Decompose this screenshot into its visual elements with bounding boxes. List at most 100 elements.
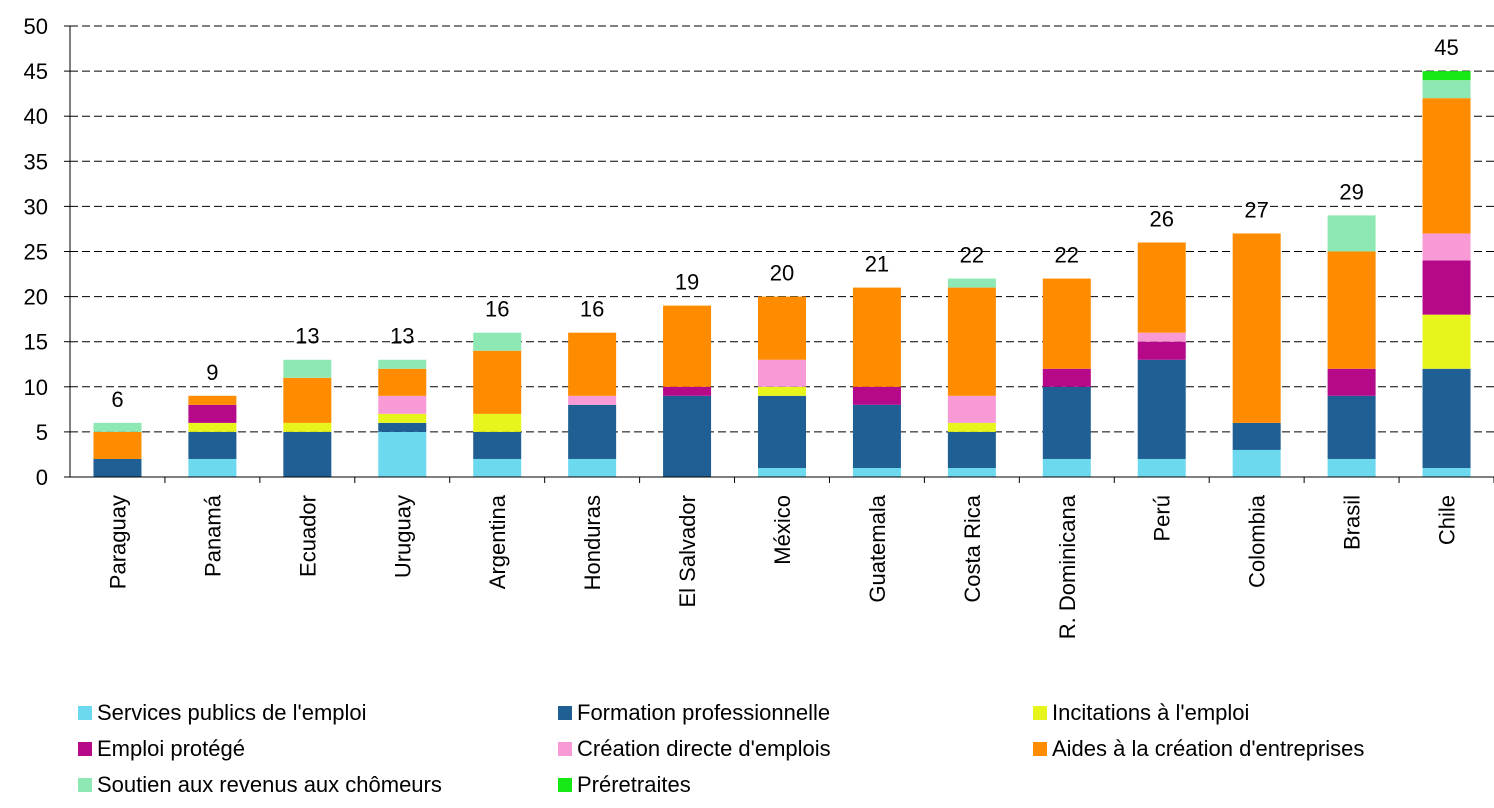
bar-segment	[852, 386, 901, 405]
legend-label: Soutien aux revenus aux chômeurs	[97, 772, 442, 797]
bar-segment	[568, 332, 617, 396]
bar-segment	[1137, 242, 1186, 333]
y-tick-label: 25	[24, 240, 48, 265]
total-label: 16	[485, 297, 509, 322]
bar-segment	[1327, 458, 1376, 477]
category-label: Uruguay	[390, 495, 415, 578]
bar-segment	[93, 458, 142, 477]
bar-segment	[1042, 368, 1091, 387]
bar-segment	[758, 467, 806, 477]
total-label: 20	[770, 261, 794, 286]
bar-segment	[188, 404, 237, 423]
total-label: 26	[1149, 206, 1173, 231]
bar-segment	[283, 359, 332, 378]
bar-segment	[1422, 98, 1471, 234]
bar-segment	[947, 395, 996, 423]
bars	[93, 71, 1471, 477]
bar-segment	[283, 377, 332, 423]
category-label: México	[770, 495, 795, 565]
stacked-bar-chart: 0 5 10 15 20 25 30 35 40 45 50 6 Paraguay 9 Panamá 13 Ec…	[24, 14, 1494, 639]
axes	[64, 25, 1494, 483]
category-label: Guatemala	[865, 494, 890, 602]
bar-segment	[378, 422, 427, 432]
bar-segment	[378, 359, 427, 369]
bar-segment	[93, 422, 142, 432]
bar-segment	[1137, 341, 1186, 360]
bar-segment	[852, 404, 901, 468]
y-tick-label: 15	[24, 330, 48, 355]
bar-segment	[1327, 215, 1376, 252]
total-label: 21	[865, 252, 889, 277]
legend-item: Création directe d'emplois	[558, 736, 831, 762]
bar-segment	[1042, 386, 1091, 459]
bar-segment	[663, 395, 712, 477]
bar-segment	[1042, 278, 1091, 369]
bar-segment	[758, 386, 806, 396]
legend-item: Formation professionnelle	[558, 700, 830, 726]
bar-segment	[1327, 368, 1376, 396]
legend-item: Incitations à l'emploi	[1033, 700, 1249, 726]
bar-segment	[283, 422, 332, 432]
total-label: 13	[295, 324, 319, 349]
bar-segment	[947, 467, 996, 477]
bar-segment	[188, 431, 237, 459]
bar-segment	[188, 458, 237, 477]
bar-segment	[568, 395, 617, 405]
y-tick-label: 50	[24, 14, 48, 39]
legend-label: Formation professionnelle	[577, 700, 831, 725]
bar-segment	[947, 431, 996, 468]
bar-segment	[378, 431, 427, 477]
category-label: Ecuador	[295, 495, 320, 577]
legend-swatch	[1033, 742, 1047, 756]
bar-segment	[1327, 251, 1376, 369]
bar-segment	[1137, 359, 1186, 459]
total-label: 19	[675, 270, 699, 295]
bar-segment	[663, 386, 712, 396]
category-label: Colombia	[1245, 494, 1270, 588]
y-tick-label: 20	[24, 285, 48, 310]
legend-swatch	[558, 778, 572, 792]
bar-segment	[283, 431, 332, 477]
bar-segment	[947, 422, 996, 432]
bar-segment	[188, 395, 237, 405]
legend-item: Préretraites	[558, 772, 691, 798]
legend-swatch	[1033, 706, 1047, 720]
legend-item: Aides à la création d'entreprises	[1033, 736, 1364, 762]
bar-segment	[93, 431, 142, 459]
bar-segment	[1137, 458, 1186, 477]
legend-swatch	[78, 778, 92, 792]
legend-label: Services publics de l'emploi	[97, 700, 367, 725]
bar-segment	[378, 413, 427, 423]
bar-segment	[473, 431, 522, 459]
legend-swatch	[558, 742, 572, 756]
bar-segment	[1422, 80, 1471, 99]
bar-segment	[1422, 71, 1471, 81]
bar-segment	[758, 359, 806, 387]
total-label: 9	[206, 360, 218, 385]
bar-segment	[852, 287, 901, 387]
category-label: R. Dominicana	[1055, 494, 1080, 639]
bar-segment	[758, 395, 806, 468]
category-label: Honduras	[580, 495, 605, 590]
bar-segment	[378, 395, 427, 414]
bar-segment	[947, 278, 996, 288]
y-tick-label: 40	[24, 104, 48, 129]
legend-label: Incitations à l'emploi	[1052, 700, 1250, 725]
bar-segment	[1137, 332, 1186, 342]
y-tick-label: 30	[24, 194, 48, 219]
bar-segment	[568, 404, 617, 459]
bar-segment	[568, 458, 617, 477]
y-tick-label: 10	[24, 375, 48, 400]
total-label: 45	[1434, 35, 1458, 60]
total-label: 6	[111, 387, 123, 412]
y-tick-label: 0	[36, 465, 48, 490]
bar-segment	[1042, 458, 1091, 477]
bar-segment	[1327, 395, 1376, 459]
total-label: 16	[580, 297, 604, 322]
bar-segment	[473, 458, 522, 477]
bar-segment	[1422, 233, 1471, 261]
bar-segment	[378, 368, 427, 396]
category-label: Argentina	[485, 494, 510, 589]
bar-segment	[1232, 422, 1281, 450]
bar-segment	[1422, 314, 1471, 369]
